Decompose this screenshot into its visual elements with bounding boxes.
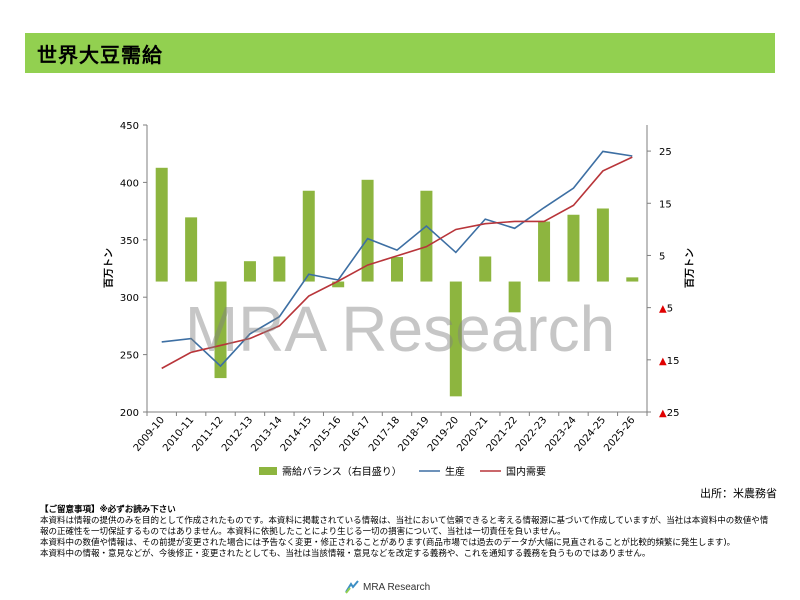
balance-bar xyxy=(596,208,609,282)
footer-logo: MRA Research xyxy=(345,580,430,594)
right-tick-label: 5 xyxy=(659,251,665,262)
legend-label-production: 生産 xyxy=(445,465,465,478)
source-note: 出所：米農務省 xyxy=(700,487,777,500)
left-tick-label: 400 xyxy=(120,178,139,189)
balance-bar xyxy=(479,256,492,282)
balance-bar xyxy=(567,214,580,282)
balance-bar xyxy=(302,190,315,282)
right-tick-label: ▲25 xyxy=(659,408,679,419)
legend-label-demand: 国内需要 xyxy=(506,465,546,478)
disclaimer-heading: 【ご留意事項】※必ずお読み下さい xyxy=(40,505,176,515)
logo-icon xyxy=(345,580,359,594)
footer-logo-text: MRA Research xyxy=(363,581,431,593)
balance-bar xyxy=(243,261,256,282)
balance-bar xyxy=(391,257,403,282)
disclaimer-line: 本資料中の情報・意見などが、今後修正・変更されたとしても、当社は当該情報・意見な… xyxy=(40,549,651,559)
balance-bar xyxy=(449,281,462,397)
balance-bar xyxy=(273,256,286,282)
balance-bar xyxy=(332,281,345,288)
right-tick-label: ▲15 xyxy=(659,356,679,367)
page-title: 世界大豆需給 xyxy=(37,42,163,67)
balance-bar xyxy=(538,221,551,282)
title-bar: 世界大豆需給 xyxy=(25,33,775,73)
left-tick-label: 250 xyxy=(120,351,139,362)
disclaimer-line: 本資料中の数値や情報は、その前提が変更された場合には予告なく変更・修正されること… xyxy=(40,538,736,548)
balance-bar xyxy=(361,179,374,282)
balance-bar xyxy=(626,277,639,282)
production-line xyxy=(161,150,633,368)
right-tick-label: ▲5 xyxy=(659,304,673,315)
right-tick-label: 25 xyxy=(659,147,672,158)
x-tick-label: 2025-26 xyxy=(602,415,637,454)
balance-bar xyxy=(185,217,198,282)
balance-bar xyxy=(420,190,433,282)
left-tick-label: 200 xyxy=(120,408,139,419)
balance-bar xyxy=(214,281,227,379)
left-tick-label: 300 xyxy=(120,293,139,304)
balance-bar xyxy=(155,167,168,282)
domestic-demand-line xyxy=(161,156,633,370)
left-axis-title: 百万トン xyxy=(103,248,115,288)
balance-bar xyxy=(508,281,521,313)
right-tick-label: 15 xyxy=(659,199,672,210)
disclaimer-line: 本資料は情報の提供のみを目的として作成されたものです。本資料に掲載されている情報… xyxy=(40,516,769,537)
disclaimer: 【ご留意事項】※必ずお読み下さい 本資料は情報の提供のみを目的として作成されたも… xyxy=(40,505,770,560)
left-tick-label: 450 xyxy=(120,121,139,132)
right-axis-title: 百万トン xyxy=(684,248,696,288)
legend-swatch-balance xyxy=(259,467,277,475)
legend-label-balance: 需給バランス（右目盛り） xyxy=(282,465,402,478)
left-tick-label: 350 xyxy=(120,236,139,247)
